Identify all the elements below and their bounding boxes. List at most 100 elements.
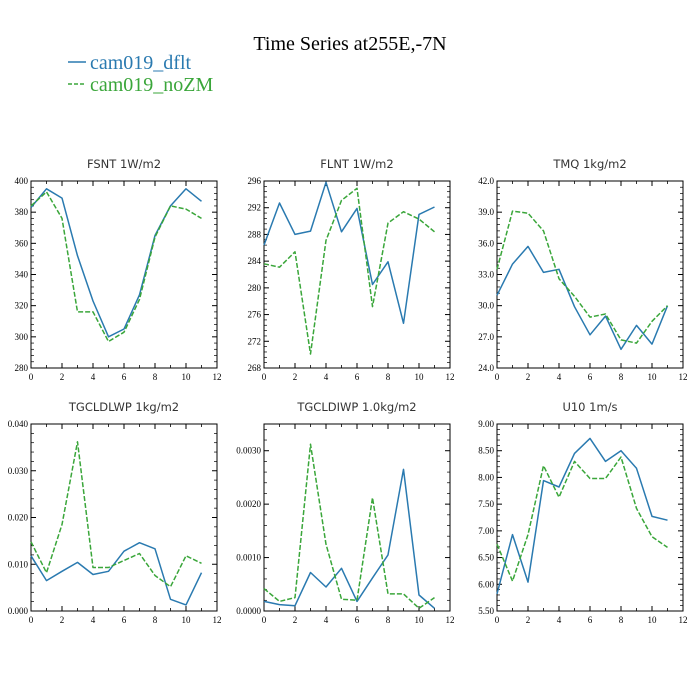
y-tick-label: 33.0 xyxy=(478,270,494,280)
panels: FSNT 1W/m20 2 4 6 8 10 12280300320340360380400… xyxy=(8,157,688,625)
panel-5: TGCLDIWP 1.0kg/m2 0 2 4 6 8 10 12 0.0000 0.0010 0.… xyxy=(236,400,454,625)
y-tick-label: 400 xyxy=(15,176,29,186)
x-tick-label: 8 xyxy=(619,615,624,625)
y-tick-label: 280 xyxy=(15,363,29,373)
y-tick-label: 280 xyxy=(248,283,262,293)
x-tick-label: 10 xyxy=(415,615,425,625)
series-line-dflt xyxy=(30,541,203,606)
series-line-dflt xyxy=(263,181,435,325)
x-tick-label: 6 xyxy=(122,372,127,382)
legend-label-nozm: cam019_noZM xyxy=(90,74,214,96)
y-tick-label: 9.00 xyxy=(478,419,494,429)
series-line-nozm xyxy=(263,443,435,610)
y-tick-label: 360 xyxy=(15,238,29,248)
panel-2: FLNT 1W/m2 0 2 4 6 8 10 12 268 272 276 280 284 288 292… xyxy=(248,157,455,382)
x-tick-label: 0 xyxy=(29,372,34,382)
x-tick-label: 0 xyxy=(262,615,267,625)
series-line-dflt xyxy=(263,468,435,609)
x-tick-label: 8 xyxy=(153,372,158,382)
series-line-nozm xyxy=(30,441,202,588)
panel-title: TGCLDIWP 1.0kg/m2 xyxy=(296,400,416,414)
x-tick-label: 0 xyxy=(29,615,34,625)
x-tick-label: 2 xyxy=(60,372,65,382)
x-tick-label: 6 xyxy=(122,615,127,625)
x-tick-label: 6 xyxy=(355,372,360,382)
y-tick-label: 8.50 xyxy=(478,446,494,456)
x-tick-label: 4 xyxy=(557,615,562,625)
x-tick-label: 8 xyxy=(619,372,624,382)
y-tick-label: 6.00 xyxy=(478,579,494,589)
panel-title: FSNT 1W/m2 xyxy=(87,157,161,171)
series-line-nozm xyxy=(496,456,668,582)
y-tick-label: 0.0030 xyxy=(236,446,261,456)
legend-label-dflt: cam019_dflt xyxy=(90,52,192,74)
x-tick-label: 0 xyxy=(495,372,500,382)
x-tick-label: 4 xyxy=(324,615,329,625)
x-tick-label: 8 xyxy=(153,615,158,625)
y-tick-label: 0.010 xyxy=(8,559,29,569)
plot-frame xyxy=(496,180,684,369)
x-tick-label: 12 xyxy=(679,615,688,625)
x-tick-label: 6 xyxy=(588,615,593,625)
y-tick-label: 24.0 xyxy=(478,363,494,373)
y-tick-label: 268 xyxy=(248,363,262,373)
series-line-nozm xyxy=(263,187,435,355)
series-line-nozm xyxy=(30,191,202,343)
y-tick-label: 320 xyxy=(15,301,29,311)
plot-frame xyxy=(30,423,218,612)
series-line-dflt xyxy=(496,437,668,595)
y-tick-label: 8.00 xyxy=(478,472,494,482)
y-tick-label: 272 xyxy=(248,336,262,346)
x-tick-label: 2 xyxy=(293,372,298,382)
y-tick-label: 0.0000 xyxy=(236,606,261,616)
panel-title: FLNT 1W/m2 xyxy=(320,157,393,171)
legend: cam019_dflt cam019_noZM xyxy=(68,52,214,96)
x-tick-label: 12 xyxy=(213,615,222,625)
x-tick-label: 10 xyxy=(648,372,658,382)
y-tick-label: 0.000 xyxy=(8,606,29,616)
x-tick-label: 4 xyxy=(557,372,562,382)
x-tick-label: 2 xyxy=(526,372,531,382)
plot-frame xyxy=(263,423,451,612)
x-tick-label: 4 xyxy=(91,372,96,382)
y-tick-label: 0.020 xyxy=(8,513,29,523)
y-tick-label: 36.0 xyxy=(478,238,494,248)
y-tick-label: 7.50 xyxy=(478,499,494,509)
series-line-dflt xyxy=(30,188,202,338)
y-tick-label: 0.0020 xyxy=(236,499,261,509)
y-tick-label: 6.50 xyxy=(478,553,494,563)
x-tick-label: 4 xyxy=(91,615,96,625)
panel-title: TMQ 1kg/m2 xyxy=(552,157,626,171)
y-tick-label: 0.0010 xyxy=(236,553,261,563)
panel-6: U10 1m/s 0 2 4 6 8 10 12 5.50 6.00 6.50 7.00 7.50 8.0… xyxy=(478,400,687,625)
series-line-nozm xyxy=(496,210,669,344)
panel-4: TGCLDLWP 1kg/m2 0 2 4 6 8 10 12 0.000 0.010 0.020 0… xyxy=(8,400,222,625)
y-tick-label: 284 xyxy=(248,256,262,266)
y-tick-label: 288 xyxy=(248,229,262,239)
x-tick-label: 0 xyxy=(262,372,267,382)
x-tick-label: 2 xyxy=(293,615,298,625)
x-tick-label: 4 xyxy=(324,372,329,382)
y-tick-label: 27.0 xyxy=(478,332,494,342)
x-tick-label: 8 xyxy=(386,615,391,625)
plot-frame xyxy=(30,180,218,369)
series-line-dflt xyxy=(496,245,669,351)
y-tick-label: 276 xyxy=(248,310,262,320)
panel-title: TGCLDLWP 1kg/m2 xyxy=(68,400,179,414)
y-tick-label: 7.00 xyxy=(478,526,494,536)
y-tick-label: 39.0 xyxy=(478,207,494,217)
x-tick-label: 2 xyxy=(60,615,65,625)
x-tick-label: 6 xyxy=(355,615,360,625)
x-tick-label: 8 xyxy=(386,372,391,382)
x-tick-label: 10 xyxy=(182,615,192,625)
y-tick-label: 42.0 xyxy=(478,176,494,186)
panel-title: U10 1m/s xyxy=(562,400,617,414)
main-title: Time Series at255E,-7N xyxy=(253,33,446,55)
y-tick-label: 380 xyxy=(15,207,29,217)
x-tick-label: 12 xyxy=(446,372,455,382)
x-tick-label: 12 xyxy=(679,372,688,382)
y-tick-label: 292 xyxy=(248,203,262,213)
y-tick-label: 5.50 xyxy=(478,606,494,616)
panel-3: TMQ 1kg/m2 0 2 4 6 8 10 12 24.0 27.0 30.0 33.0 36.0 3… xyxy=(478,157,687,382)
